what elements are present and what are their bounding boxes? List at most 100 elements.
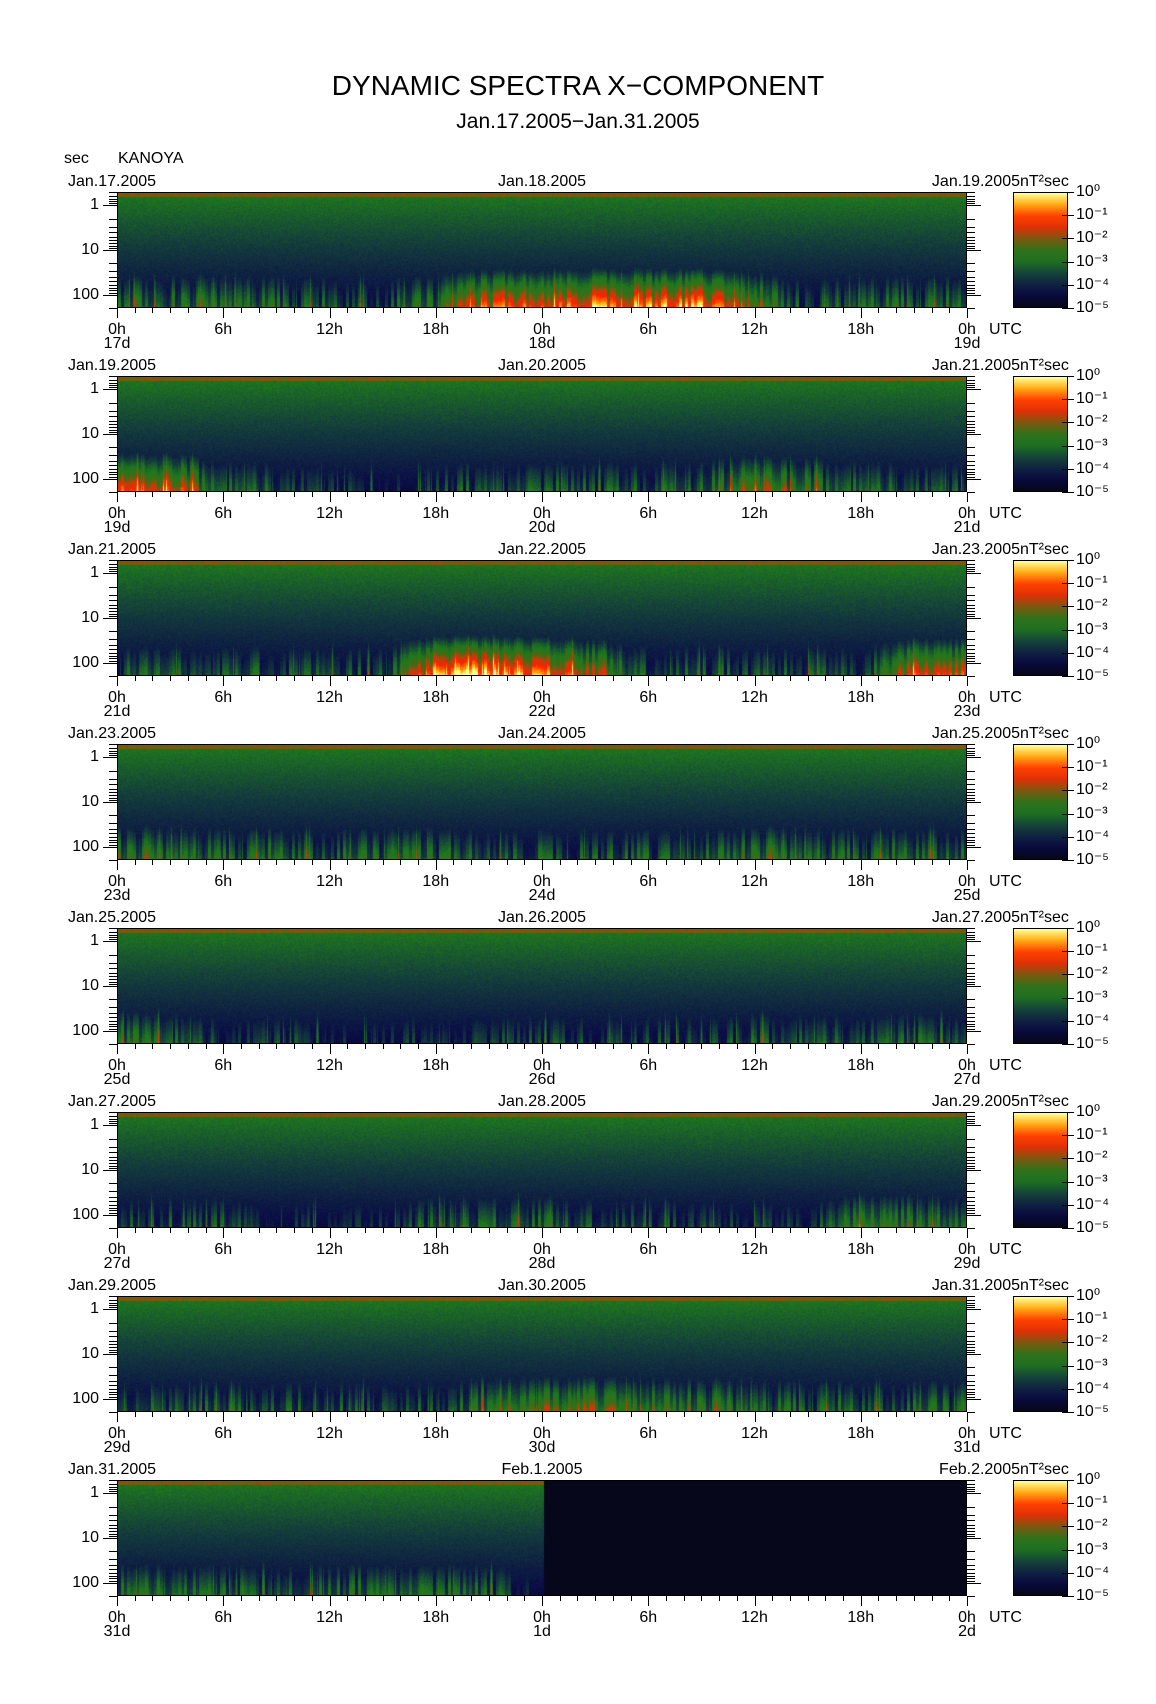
colorbar-label: 10⁻⁴ [1076,459,1110,477]
x-tick [170,676,172,681]
station-name: KANOYA [118,150,184,167]
x-tick [577,492,579,497]
day-label: 1d [533,1623,551,1640]
x-tick [134,860,136,865]
y-tick-left [109,652,117,654]
y-tick-left [109,1375,117,1377]
y-tick-left [109,828,117,830]
y-tick-right [967,931,975,933]
x-tick [542,676,543,686]
x-tick-label: 0h [108,689,126,706]
day-label: 25d [953,887,981,904]
x-tick [152,492,154,497]
x-tick [595,1044,597,1049]
y-tick-left [109,420,117,422]
y-tick-left [109,1514,117,1516]
colorbar [1013,1296,1068,1412]
y-tick-left [109,1491,117,1493]
y-tick-left [109,571,117,573]
y-tick-right [967,1582,981,1584]
x-tick [223,1412,225,1422]
y-tick-left [109,976,117,978]
y-tick-left [109,476,117,478]
y-tick-left [109,192,117,193]
y-tick-left [109,243,117,245]
y-tick-right [967,1165,975,1167]
y-tick-right [967,460,975,462]
x-tick [453,308,455,313]
x-tick [648,1228,650,1238]
y-tick-right [967,1115,975,1117]
x-tick-label: 0h [533,1425,551,1442]
colorbar-label: 10⁻¹ [1076,1494,1108,1512]
panel-date-mid: Jan.22.2005 [497,541,587,558]
y-tick-left [109,604,117,606]
x-tick [276,308,278,313]
x-tick [329,1044,331,1054]
y-tick-left [109,979,117,981]
day-label: 2d [958,1623,976,1640]
x-tick [542,1228,543,1238]
spectrogram-canvas [118,929,966,1043]
x-tick [471,492,473,497]
x-tick [258,860,260,865]
x-tick [488,860,490,865]
y-tick-right [967,747,975,749]
y-tick-right [967,1201,975,1203]
x-tick [364,1596,366,1601]
y-tick-right [967,1121,975,1123]
x-tick [648,308,650,318]
x-tick [683,1044,685,1049]
y-tick-left [103,1493,117,1495]
x-tick [719,1596,721,1601]
y-tick-left [109,1007,117,1009]
y-tick-right [967,292,975,294]
y-tick-right [967,644,975,646]
y-tick-left [109,1559,117,1561]
y-tick-right [967,676,975,677]
x-tick [400,1412,402,1417]
x-tick [825,492,827,497]
x-tick [382,1412,384,1417]
day-label: 22d [528,703,556,720]
x-tick [878,1596,880,1601]
x-tick [542,308,543,318]
y-tick-right [967,281,975,283]
colorbar-unit: nT²sec [1020,1461,1069,1478]
colorbar-tick [1062,1572,1074,1574]
y-tick-right [967,192,975,193]
colorbar-label: 10⁻⁵ [1076,851,1109,868]
x-tick [471,1412,473,1417]
x-tick [860,676,862,686]
x-tick [719,308,721,313]
x-tick [967,676,968,686]
y-tick-right [967,308,975,309]
x-tick [878,492,880,497]
x-tick [612,860,614,865]
x-tick [542,860,543,870]
x-tick [524,308,526,313]
day-label: 28d [528,1255,556,1272]
x-tick [648,1412,650,1422]
spectrogram-panel [117,928,967,1044]
x-tick [789,1228,791,1233]
x-tick-label: 0h [958,1609,976,1626]
x-tick [117,1412,118,1422]
y-tick-left [109,1506,117,1508]
y-tick-right [967,492,975,493]
x-tick [453,1412,455,1417]
x-tick-label: 12h [316,1609,343,1626]
x-tick [382,1044,384,1049]
spectrogram-canvas [118,1297,966,1411]
x-tick [276,1596,278,1601]
day-label: 27d [953,1071,981,1088]
x-tick [701,1596,703,1601]
x-tick [843,676,845,681]
y-tick-label: 100 [72,285,99,303]
y-tick-left [103,802,117,803]
y-tick-left [109,1396,117,1398]
x-tick [577,676,579,681]
x-tick [170,1596,172,1601]
x-tick [347,492,349,497]
y-tick-left [109,1165,117,1167]
